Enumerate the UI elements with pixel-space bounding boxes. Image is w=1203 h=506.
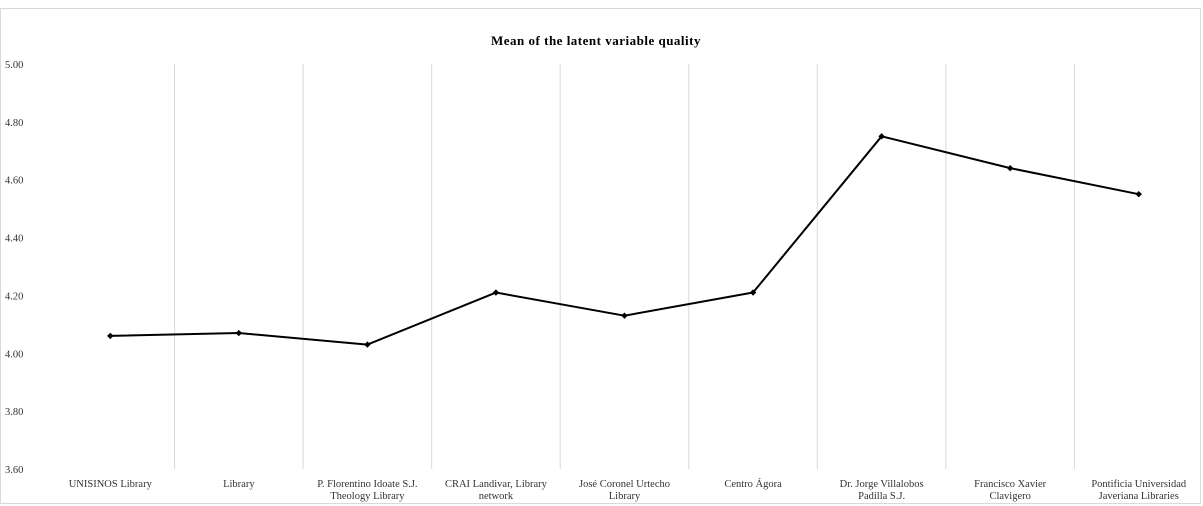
x-category-label: José Coronel Urtecho Library	[579, 479, 670, 502]
series-line	[107, 133, 1142, 348]
grid-lines	[174, 64, 1075, 469]
chart-title: Mean of the latent variable quality	[491, 33, 701, 48]
y-tick-label: 3.60	[5, 465, 23, 476]
y-tick-label: 4.40	[5, 234, 23, 245]
x-category-label: Dr. Jorge Villalobos Padilla S.J.	[840, 479, 924, 502]
chart-frame	[0, 8, 1201, 504]
data-point-marker	[1135, 190, 1142, 198]
y-tick-label: 4.60	[5, 176, 23, 187]
x-category-label: Francisco Xavier Clavigero	[974, 479, 1047, 502]
x-axis-labels: UNISINOS Library Library P. Florentino Ido…	[69, 478, 1187, 502]
x-category-label: Centro Ágora	[724, 478, 782, 490]
y-tick-label: 4.20	[5, 291, 23, 302]
data-point-marker	[235, 329, 243, 337]
data-point-marker	[364, 341, 371, 348]
x-category-label: P. Florentino Idoate S.J. Theology Librar…	[317, 479, 417, 502]
y-tick-label: 5.00	[5, 60, 23, 71]
x-category-label: Pontificia Universidad Javeriana Librarie…	[1091, 479, 1187, 502]
y-axis-ticks: 3.60 3.80 4.00 4.20 4.40 4.60 4.80 5.00	[5, 60, 23, 476]
data-point-marker	[1006, 164, 1014, 172]
x-category-label: UNISINOS Library	[69, 479, 153, 490]
data-point-marker	[492, 289, 500, 296]
x-category-label: Library	[223, 479, 255, 490]
x-category-label: CRAI Landivar, Library network	[445, 479, 548, 502]
data-point-marker	[878, 133, 885, 140]
data-point-marker	[621, 312, 628, 319]
y-tick-label: 3.80	[5, 407, 23, 418]
data-point-marker	[107, 332, 114, 340]
y-tick-label: 4.00	[5, 349, 23, 360]
y-tick-label: 4.80	[5, 118, 23, 129]
data-point-marker	[749, 289, 757, 296]
